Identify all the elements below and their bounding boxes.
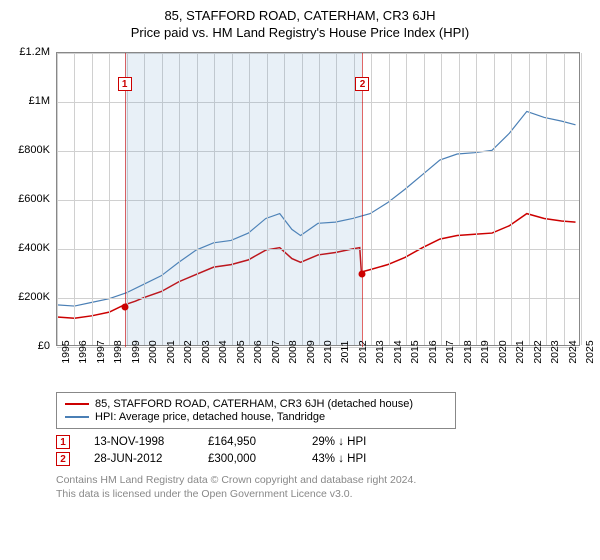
footer-line1: Contains HM Land Registry data © Crown c…: [56, 474, 588, 488]
sale-row-marker: 2: [56, 452, 70, 466]
sale-marker-dot: [359, 270, 366, 277]
x-tick-label: 1998: [112, 340, 124, 363]
x-tick-label: 2007: [270, 340, 282, 363]
x-tick-label: 2022: [532, 340, 544, 363]
sale-date: 28-JUN-2012: [94, 453, 184, 465]
x-tick-label: 1995: [60, 340, 72, 363]
x-tick-label: 1997: [95, 340, 107, 363]
x-tick-label: 2014: [392, 340, 404, 363]
x-tick-label: 2009: [305, 340, 317, 363]
x-tick-label: 2008: [287, 340, 299, 363]
x-tick-label: 2017: [444, 340, 456, 363]
x-tick-label: 2000: [147, 340, 159, 363]
x-tick-label: 2020: [497, 340, 509, 363]
y-tick-label: £800K: [12, 144, 50, 156]
legend-label: HPI: Average price, detached house, Tand…: [95, 411, 325, 423]
sale-price: £300,000: [208, 453, 288, 465]
sale-delta: 29% ↓ HPI: [312, 436, 392, 448]
y-tick-label: £0: [12, 340, 50, 352]
legend-swatch: [65, 403, 89, 405]
sale-row: 2 28-JUN-2012 £300,000 43% ↓ HPI: [56, 452, 588, 466]
x-tick-label: 2006: [252, 340, 264, 363]
legend-label: 85, STAFFORD ROAD, CATERHAM, CR3 6JH (de…: [95, 398, 413, 410]
x-tick-label: 2016: [427, 340, 439, 363]
chart-area: £0£200K£400K£600K£800K£1M£1.2M 12 199519…: [12, 48, 588, 388]
sale-delta: 43% ↓ HPI: [312, 453, 392, 465]
x-tick-label: 2004: [217, 340, 229, 363]
legend-swatch: [65, 416, 89, 418]
footer-line2: This data is licensed under the Open Gov…: [56, 488, 588, 502]
legend-item: HPI: Average price, detached house, Tand…: [65, 411, 447, 423]
x-tick-label: 2011: [339, 341, 351, 364]
legend-item: 85, STAFFORD ROAD, CATERHAM, CR3 6JH (de…: [65, 398, 447, 410]
x-tick-label: 2018: [462, 340, 474, 363]
x-tick-label: 2019: [479, 340, 491, 363]
chart-title: 85, STAFFORD ROAD, CATERHAM, CR3 6JH: [12, 8, 588, 23]
legend: 85, STAFFORD ROAD, CATERHAM, CR3 6JH (de…: [56, 392, 456, 429]
plot-region: 12: [56, 52, 580, 346]
x-tick-label: 2001: [165, 340, 177, 363]
x-tick-label: 2024: [567, 340, 579, 363]
sale-marker-label: 2: [355, 77, 369, 91]
sale-marker-dot: [121, 303, 128, 310]
x-tick-label: 1999: [130, 340, 142, 363]
x-tick-label: 2005: [235, 340, 247, 363]
sale-row-marker: 1: [56, 435, 70, 449]
x-tick-label: 2002: [182, 340, 194, 363]
sale-price: £164,950: [208, 436, 288, 448]
y-tick-label: £1.2M: [12, 46, 50, 58]
x-tick-label: 2021: [514, 340, 526, 363]
chart-subtitle: Price paid vs. HM Land Registry's House …: [12, 25, 588, 40]
footer: Contains HM Land Registry data © Crown c…: [56, 474, 588, 501]
y-axis-labels: £0 £200K £400K £600K £800K £1M £1.2M: [12, 48, 52, 350]
y-tick-label: £600K: [12, 193, 50, 205]
x-tick-label: 2013: [374, 340, 386, 363]
x-tick-label: 2023: [549, 340, 561, 363]
x-tick-label: 2012: [357, 340, 369, 363]
x-tick-label: 2015: [409, 340, 421, 363]
sales-table: 1 13-NOV-1998 £164,950 29% ↓ HPI 2 28-JUN-201…: [56, 435, 588, 466]
sale-marker-label: 1: [118, 77, 132, 91]
x-tick-label: 2003: [200, 340, 212, 363]
sale-date: 13-NOV-1998: [94, 436, 184, 448]
x-tick-label: 2010: [322, 340, 334, 363]
y-tick-label: £400K: [12, 242, 50, 254]
x-tick-label: 1996: [77, 340, 89, 363]
x-axis-labels: 1995199619971998199920002001200220032004…: [56, 350, 580, 390]
x-tick-label: 2025: [584, 340, 596, 363]
y-tick-label: £1M: [12, 95, 50, 107]
y-tick-label: £200K: [12, 291, 50, 303]
sale-row: 1 13-NOV-1998 £164,950 29% ↓ HPI: [56, 435, 588, 449]
